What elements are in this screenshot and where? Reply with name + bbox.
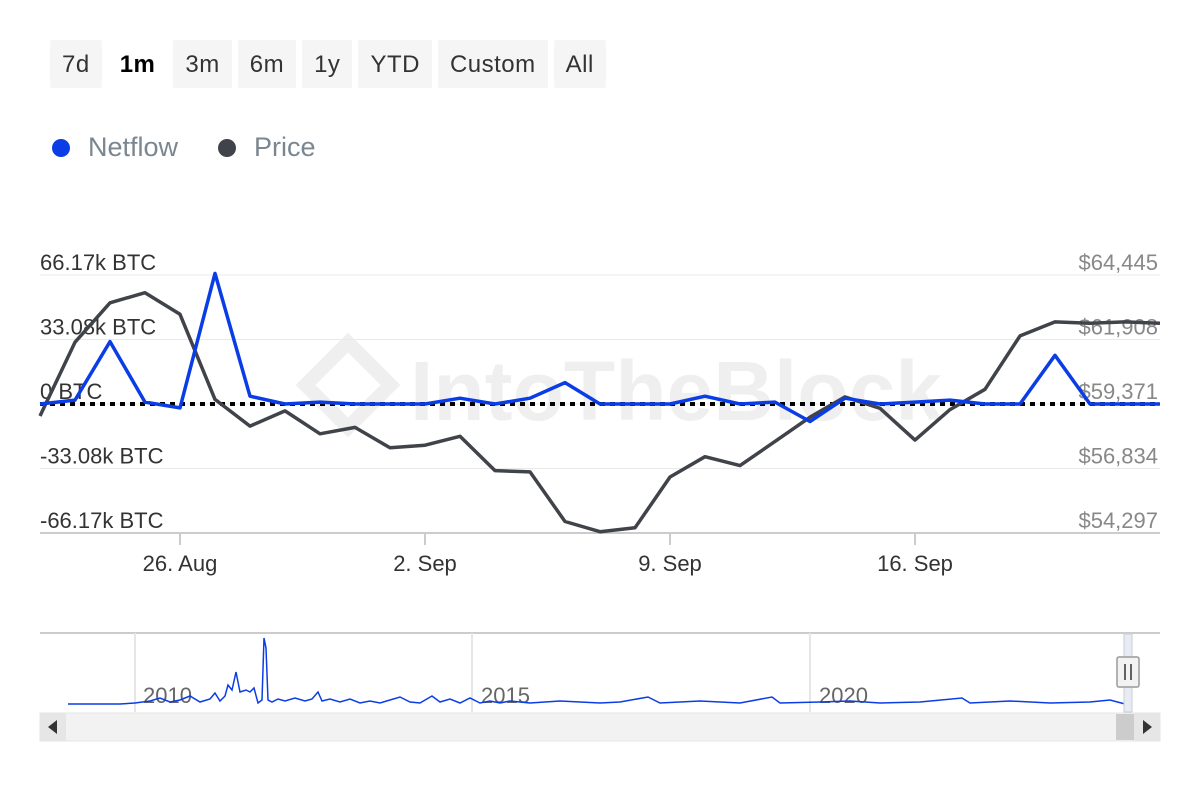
navigator-series-netflow: [68, 637, 1126, 705]
scroll-right-button[interactable]: [1134, 713, 1160, 741]
right-axis: $64,445 $61,908 $59,371 $56,834 $54,297: [1078, 250, 1158, 533]
navigator-label-2010: 2010: [143, 683, 192, 708]
left-tick-label: -66.17k BTC: [40, 508, 164, 533]
series-line-price: [38, 290, 1161, 534]
scroll-thumb[interactable]: [1116, 714, 1134, 740]
range-3m-button[interactable]: 3m: [173, 40, 232, 88]
arrow-left-icon: [48, 720, 57, 734]
legend-item-price[interactable]: Price: [218, 132, 316, 163]
x-tick-label: 2. Sep: [393, 551, 457, 576]
x-tick-label: 26. Aug: [143, 551, 218, 576]
range-selector: 7d 1m 3m 6m 1y YTD Custom All: [50, 40, 606, 88]
navigator-label-2015: 2015: [481, 683, 530, 708]
left-tick-label: 66.17k BTC: [40, 250, 156, 275]
x-axis: 26. Aug 2. Sep 9. Sep 16. Sep: [143, 533, 953, 576]
right-tick-label: $59,371: [1078, 379, 1158, 404]
x-tick-label: 16. Sep: [877, 551, 953, 576]
range-ytd-button[interactable]: YTD: [358, 40, 432, 88]
range-custom-button[interactable]: Custom: [437, 40, 548, 88]
range-6m-button[interactable]: 6m: [237, 40, 297, 88]
scroll-left-button[interactable]: [40, 713, 66, 741]
right-tick-label: $56,834: [1078, 444, 1158, 469]
range-1y-button[interactable]: 1y: [302, 40, 353, 88]
range-1m-button[interactable]: 1m: [107, 40, 168, 88]
legend-dot-netflow: [52, 138, 70, 157]
legend-label-netflow: Netflow: [88, 132, 179, 162]
right-tick-label: $64,445: [1078, 250, 1158, 275]
right-tick-label: $54,297: [1078, 508, 1158, 533]
watermark-text: IntoTheBlock: [410, 344, 942, 438]
legend: Netflow Price: [52, 132, 316, 163]
range-all-button[interactable]: All: [553, 40, 606, 88]
arrow-right-icon: [1143, 720, 1152, 734]
watermark: IntoTheBlock: [295, 332, 942, 438]
legend-label-price: Price: [254, 132, 316, 162]
legend-dot-price: [218, 138, 237, 157]
series-line-netflow: [39, 271, 1160, 424]
x-tick-label: 9. Sep: [638, 551, 702, 576]
scrollbar[interactable]: [39, 712, 1161, 742]
range-7d-button[interactable]: 7d: [50, 40, 102, 88]
navigator: 2010 2015 2020: [40, 632, 1160, 713]
navigator-handle[interactable]: [1116, 656, 1140, 688]
right-tick-label: $61,908: [1078, 315, 1158, 340]
legend-item-netflow[interactable]: Netflow: [52, 132, 178, 163]
left-tick-label: -33.08k BTC: [40, 444, 164, 469]
navigator-label-2020: 2020: [819, 683, 868, 708]
